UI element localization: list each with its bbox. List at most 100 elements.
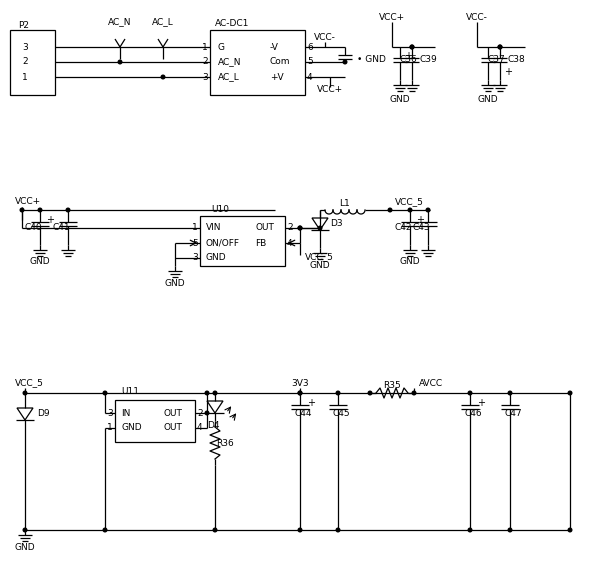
Circle shape — [408, 208, 412, 212]
Text: ON/OFF: ON/OFF — [206, 239, 240, 248]
Text: AVCC: AVCC — [419, 379, 443, 387]
Text: VCC_5: VCC_5 — [15, 379, 44, 387]
Text: 5: 5 — [192, 239, 198, 248]
Text: R36: R36 — [216, 439, 234, 447]
Text: 4: 4 — [287, 239, 293, 248]
Text: GND: GND — [165, 279, 185, 288]
Circle shape — [161, 75, 165, 79]
Circle shape — [318, 226, 322, 230]
Circle shape — [38, 208, 42, 212]
Bar — [200, 216, 285, 266]
Text: GND: GND — [30, 257, 50, 267]
Text: C46: C46 — [464, 408, 482, 418]
Circle shape — [298, 226, 302, 230]
Text: AC_L: AC_L — [152, 18, 174, 26]
Text: D3: D3 — [330, 220, 343, 228]
Circle shape — [66, 208, 70, 212]
Text: VCC+: VCC+ — [317, 85, 343, 94]
Text: C41: C41 — [52, 224, 70, 232]
Text: GND: GND — [478, 96, 498, 105]
Circle shape — [368, 391, 372, 395]
Text: C45: C45 — [332, 408, 350, 418]
Text: • GND: • GND — [357, 55, 386, 65]
Text: 1: 1 — [22, 73, 28, 81]
Circle shape — [388, 208, 392, 212]
Text: AC_N: AC_N — [108, 18, 132, 26]
Text: U11: U11 — [121, 387, 139, 396]
Text: IN: IN — [121, 408, 131, 418]
Text: L1: L1 — [340, 198, 350, 208]
Circle shape — [468, 391, 472, 395]
Circle shape — [103, 528, 107, 532]
Text: GND: GND — [15, 542, 35, 551]
Text: AC_L: AC_L — [218, 73, 240, 81]
Circle shape — [298, 391, 302, 395]
Text: C47: C47 — [504, 408, 522, 418]
Text: 3: 3 — [192, 253, 198, 263]
Circle shape — [498, 45, 502, 49]
Text: +: + — [404, 51, 412, 61]
Text: R35: R35 — [383, 380, 401, 390]
Circle shape — [410, 45, 414, 49]
Text: C36: C36 — [400, 55, 418, 65]
Text: AC_N: AC_N — [218, 58, 242, 66]
Circle shape — [410, 45, 414, 49]
Text: C37: C37 — [488, 55, 506, 65]
Text: G: G — [218, 42, 225, 51]
Text: +: + — [307, 398, 315, 408]
Text: VCC+: VCC+ — [15, 197, 41, 206]
Bar — [210, 30, 305, 95]
Text: D4: D4 — [207, 422, 219, 431]
Text: +V: +V — [270, 73, 284, 81]
Text: AC-DC1: AC-DC1 — [215, 18, 249, 27]
Text: P2: P2 — [18, 21, 29, 30]
Text: 2: 2 — [287, 224, 293, 232]
Text: 5: 5 — [307, 58, 313, 66]
Circle shape — [205, 391, 209, 395]
Text: VCC-: VCC- — [314, 34, 336, 42]
Bar — [10, 30, 55, 95]
Circle shape — [298, 528, 302, 532]
Text: 2: 2 — [197, 408, 203, 418]
Circle shape — [118, 60, 122, 64]
Text: OUT: OUT — [255, 224, 274, 232]
Circle shape — [23, 528, 27, 532]
Text: +: + — [477, 398, 485, 408]
Text: VCC+: VCC+ — [379, 14, 405, 22]
Text: 1: 1 — [107, 423, 113, 432]
Text: +: + — [416, 215, 424, 225]
Circle shape — [205, 411, 209, 415]
Text: 3: 3 — [22, 42, 28, 51]
Text: C42: C42 — [394, 224, 412, 232]
Text: 3: 3 — [203, 73, 208, 81]
Circle shape — [468, 528, 472, 532]
Text: 3: 3 — [107, 408, 113, 418]
Text: -V: -V — [270, 42, 279, 51]
Circle shape — [498, 45, 502, 49]
Text: D9: D9 — [37, 410, 49, 419]
Circle shape — [568, 528, 572, 532]
Text: GND: GND — [206, 253, 227, 263]
Circle shape — [336, 391, 340, 395]
Text: +: + — [504, 67, 512, 77]
Bar — [115, 400, 195, 442]
Text: C39: C39 — [420, 55, 438, 65]
Circle shape — [508, 391, 512, 395]
Text: 2: 2 — [22, 58, 28, 66]
Circle shape — [298, 226, 302, 230]
Circle shape — [20, 208, 24, 212]
Text: U10: U10 — [211, 205, 229, 213]
Text: 4: 4 — [307, 73, 312, 81]
Text: GND: GND — [400, 257, 420, 267]
Circle shape — [412, 391, 416, 395]
Text: C44: C44 — [294, 408, 312, 418]
Circle shape — [426, 208, 430, 212]
Text: C43: C43 — [412, 224, 430, 232]
Text: +: + — [46, 215, 54, 225]
Circle shape — [214, 391, 217, 395]
Text: VCC-: VCC- — [466, 14, 488, 22]
Circle shape — [214, 528, 217, 532]
Text: FB: FB — [255, 239, 266, 248]
Text: GND: GND — [310, 261, 330, 271]
Circle shape — [343, 60, 347, 64]
